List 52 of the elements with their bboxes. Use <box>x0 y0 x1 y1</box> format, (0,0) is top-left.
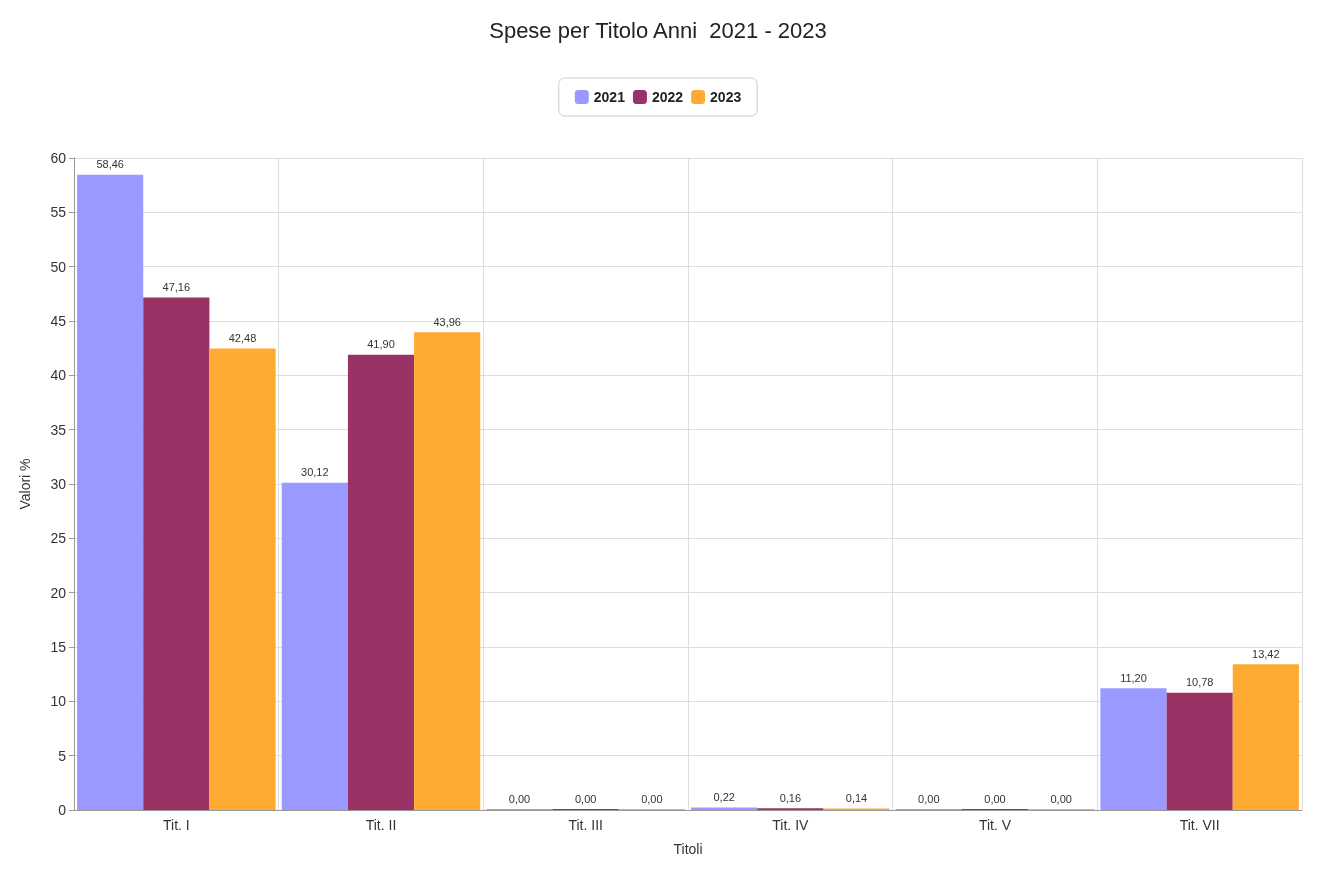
bar <box>1166 692 1233 810</box>
bar <box>1232 664 1299 810</box>
data-label: 0,16 <box>779 791 802 804</box>
x-axis-title: Titoli <box>673 841 703 857</box>
bar <box>1100 688 1167 810</box>
bar <box>281 482 348 810</box>
x-tick-label: Tit. V <box>978 817 1012 833</box>
data-label: 0,00 <box>984 792 1006 805</box>
legend-label: 2023 <box>710 89 742 105</box>
y-tick-label: 10 <box>50 693 67 710</box>
legend-label: 2022 <box>651 89 684 105</box>
x-tick-label: Tit. VII <box>1179 817 1220 833</box>
data-label: 42,48 <box>228 331 257 344</box>
bar <box>143 297 210 810</box>
bar <box>414 332 481 810</box>
y-tick-label: 45 <box>50 313 67 329</box>
data-label: 43,96 <box>433 315 461 328</box>
data-label: 0,22 <box>713 791 735 804</box>
data-label: 0,00 <box>918 792 940 805</box>
y-tick-label: 40 <box>50 367 67 384</box>
data-label: 11,20 <box>1120 671 1147 684</box>
y-tick-label: 35 <box>50 421 67 438</box>
data-label: 0,00 <box>1050 792 1072 805</box>
data-label: 0,00 <box>574 792 597 805</box>
data-label: 41,90 <box>367 338 395 351</box>
bar <box>347 354 415 810</box>
data-label: 10,78 <box>1185 676 1214 689</box>
data-label: 30,12 <box>301 466 329 479</box>
data-label: 0,14 <box>845 791 868 804</box>
x-tick-label: Tit. II <box>365 817 397 833</box>
bar <box>209 348 276 810</box>
y-tick-label: 30 <box>50 476 67 492</box>
data-label: 0,00 <box>508 792 531 805</box>
x-tick-label: Tit. I <box>162 817 190 833</box>
y-tick-label: 0 <box>58 802 67 818</box>
data-label: 58,46 <box>96 158 124 171</box>
x-tick-label: Tit. IV <box>772 817 810 833</box>
chart-title: Spese per Titolo Anni 2021 - 2023 <box>489 17 827 43</box>
data-label: 0,00 <box>641 792 663 805</box>
bar <box>77 174 144 810</box>
data-label: 47,16 <box>162 281 191 294</box>
legend-label: 2021 <box>593 89 626 105</box>
y-tick-label: 20 <box>50 584 67 601</box>
y-tick-label: 5 <box>58 747 67 764</box>
y-axis-title: Valori % <box>17 458 33 510</box>
y-tick-label: 25 <box>50 530 67 547</box>
y-tick-label: 55 <box>50 204 67 221</box>
x-tick-label: Tit. III <box>568 817 603 833</box>
y-tick-label: 15 <box>50 639 67 655</box>
data-label: 13,42 <box>1252 647 1280 660</box>
y-tick-label: 50 <box>50 258 67 275</box>
y-tick-label: 60 <box>50 150 67 166</box>
